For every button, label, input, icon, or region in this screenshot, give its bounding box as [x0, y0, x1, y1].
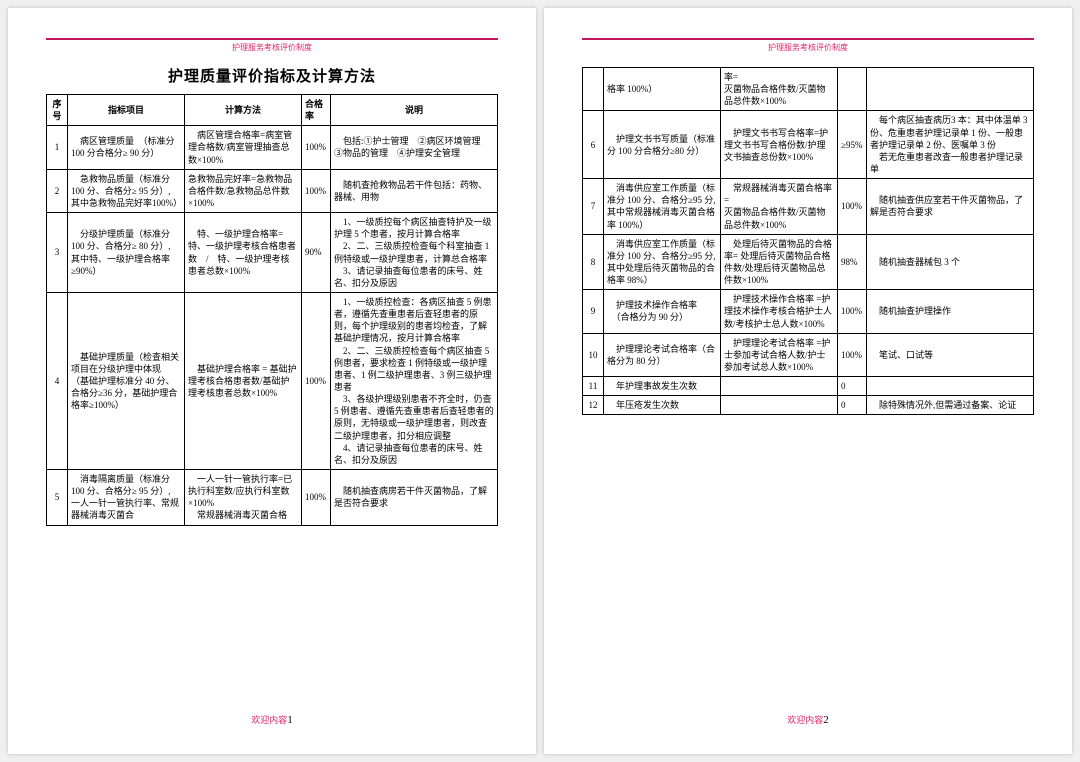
- table-cell: 护理文书书写质量（标准分 100 分合格分≥80 分）: [604, 111, 721, 179]
- table-cell: 病区管理质量 （标准分 100 分合格分≥ 90 分）: [68, 126, 185, 169]
- table-cell: 7: [583, 179, 604, 235]
- table-cell: 12: [583, 396, 604, 415]
- table-cell: 基础护理质量（检查相关项目在分级护理中体现 （基础护理标准分 40 分、合格分≥…: [68, 292, 185, 469]
- table-cell: 包括:①护士管理 ②病区环境管理 ③物品的管理 ④护理安全管理: [331, 126, 498, 169]
- table-cell: 消毒隔离质量（标准分 100 分、合格分≥ 95 分）, 一人一针一管执行率、常…: [68, 469, 185, 525]
- quality-table-p1: 序号 指标项目 计算方法 合格率 说明 1 病区管理质量 （标准分 100 分合…: [46, 94, 498, 526]
- table-cell: 100%: [302, 292, 331, 469]
- table-cell: 100%: [302, 169, 331, 212]
- table-cell: 98%: [838, 234, 867, 290]
- table-cell: 基础护理合格率 = 基础护理考核合格患者数/基础护理考核患者总数×100%: [185, 292, 302, 469]
- table-row: 4 基础护理质量（检查相关项目在分级护理中体现 （基础护理标准分 40 分、合格…: [47, 292, 498, 469]
- table-cell: 5: [47, 469, 68, 525]
- table-row: 3 分级护理质量（标准分 100 分、合格分≥ 80 分）, 其中特、一级护理合…: [47, 213, 498, 293]
- table-cell: [721, 396, 838, 415]
- table-row: 格率 100%）率=灭菌物品合格件数/灭菌物品总件数×100%: [583, 68, 1034, 111]
- table-cell: 年压疮发生次数: [604, 396, 721, 415]
- table-cell: 处理后待灭菌物品的合格率= 处理后待灭菌物品合格件数/处理后待灭菌物品总件数×1…: [721, 234, 838, 290]
- table-cell: 年护理事故发生次数: [604, 377, 721, 396]
- page-2: 护理服务考核评价制度 格率 100%）率=灭菌物品合格件数/灭菌物品总件数×10…: [544, 8, 1072, 754]
- table-cell: 1、一级质控每个病区抽查特护及一级护理 5 个患者，按月计算合格率 2、二、三级…: [331, 213, 498, 293]
- col-desc: 说明: [331, 95, 498, 126]
- table-cell: 11: [583, 377, 604, 396]
- table-cell: 常规器械消毒灭菌合格率=灭菌物品合格件数/灭菌物品总件数×100%: [721, 179, 838, 235]
- table-cell: 随机查抢救物品若干件包括：药物、器械、用物: [331, 169, 498, 212]
- table-cell: 100%: [838, 290, 867, 333]
- col-indicator: 指标项目: [68, 95, 185, 126]
- page-number-2: 2: [823, 714, 829, 726]
- header-rule-2: [582, 38, 1034, 40]
- table-row: 9 护理技术操作合格率 （合格分为 90 分） 护理技术操作合格率 =护理技术操…: [583, 290, 1034, 333]
- page-footer-1: 欢迎内容1: [46, 707, 498, 726]
- table-cell: 一人一针一管执行率=已执行科室数/应执行科室数×100% 常规器械消毒灭菌合格: [185, 469, 302, 525]
- table-row: 10 护理理论考试合格率（合格分为 80 分） 护理理论考试合格率 =护士参加考…: [583, 333, 1034, 376]
- table-cell: 每个病区抽查病历3 本：其中体温单 3 份、危重患者护理记录单 1 份、一般患者…: [867, 111, 1034, 179]
- table-cell: 病区管理合格率=病室管理合格数/病室管理抽查总数×100%: [185, 126, 302, 169]
- table-cell: 0: [838, 396, 867, 415]
- table-cell: 6: [583, 111, 604, 179]
- table-cell: 8: [583, 234, 604, 290]
- table-row: 11 年护理事故发生次数 0: [583, 377, 1034, 396]
- table-cell: 100%: [302, 126, 331, 169]
- table-cell: 护理文书书写合格率=护理文书书写合格份数/护理文书抽查总份数×100%: [721, 111, 838, 179]
- table-header-row: 序号 指标项目 计算方法 合格率 说明: [47, 95, 498, 126]
- table-row: 2 急救物品质量（标准分 100 分、合格分≥ 95 分）, 其中急救物品完好率…: [47, 169, 498, 212]
- table-row: 7 消毒供应室工作质量（标准分 100 分、合格分≥95 分, 其中常规器械消毒…: [583, 179, 1034, 235]
- table-row: 5 消毒隔离质量（标准分 100 分、合格分≥ 95 分）, 一人一针一管执行率…: [47, 469, 498, 525]
- table-cell: ≥95%: [838, 111, 867, 179]
- table-cell: 3: [47, 213, 68, 293]
- table-cell: 1、一级质控检查：各病区抽查 5 例患者，遵循先查重患者后查轻患者的原则，每个护…: [331, 292, 498, 469]
- page-number-1: 1: [287, 714, 293, 726]
- footer-label-2: 欢迎内容: [787, 715, 823, 725]
- table-cell: 随机抽查器械包 3 个: [867, 234, 1034, 290]
- table-row: 1 病区管理质量 （标准分 100 分合格分≥ 90 分） 病区管理合格率=病室…: [47, 126, 498, 169]
- header-rule: [46, 38, 498, 40]
- table-cell: [867, 377, 1034, 396]
- table-cell: 随机抽查病房若干件灭菌物品，了解是否符合要求: [331, 469, 498, 525]
- page-footer-2: 欢迎内容2: [582, 707, 1034, 726]
- table-cell: 特、一级护理合格率=特、一级护理考核合格患者数 / 特、一级护理考核患者总数×1…: [185, 213, 302, 293]
- table-cell: 笔试、口试等: [867, 333, 1034, 376]
- table-cell: 2: [47, 169, 68, 212]
- quality-table-p2: 格率 100%）率=灭菌物品合格件数/灭菌物品总件数×100%6 护理文书书写质…: [582, 67, 1034, 415]
- table-cell: [838, 68, 867, 111]
- table-cell: [583, 68, 604, 111]
- col-rate: 合格率: [302, 95, 331, 126]
- table-cell: 消毒供应室工作质量（标准分 100 分、合格分≥95 分, 其中处理后待灭菌物品…: [604, 234, 721, 290]
- table-cell: 除特殊情况外,但需通过备案、论证: [867, 396, 1034, 415]
- table-cell: 护理理论考试合格率（合格分为 80 分）: [604, 333, 721, 376]
- table-cell: 随机抽查供应室若干件灭菌物品，了解是否符合要求: [867, 179, 1034, 235]
- table-row: 12 年压疮发生次数 0 除特殊情况外,但需通过备案、论证: [583, 396, 1034, 415]
- table-cell: 急救物品完好率=急救物品合格件数/急救物品总件数×100%: [185, 169, 302, 212]
- table-cell: 4: [47, 292, 68, 469]
- table-cell: 护理技术操作合格率 （合格分为 90 分）: [604, 290, 721, 333]
- table-cell: 1: [47, 126, 68, 169]
- table-cell: 100%: [302, 469, 331, 525]
- table-cell: 率=灭菌物品合格件数/灭菌物品总件数×100%: [721, 68, 838, 111]
- header-watermark: 护理服务考核评价制度: [46, 42, 498, 53]
- col-seq: 序号: [47, 95, 68, 126]
- document-title: 护理质量评价指标及计算方法: [46, 65, 498, 86]
- col-calc: 计算方法: [185, 95, 302, 126]
- table-cell: 9: [583, 290, 604, 333]
- footer-label: 欢迎内容: [251, 715, 287, 725]
- header-watermark-2: 护理服务考核评价制度: [582, 42, 1034, 53]
- table-cell: 100%: [838, 179, 867, 235]
- table-cell: [867, 68, 1034, 111]
- table-cell: 急救物品质量（标准分 100 分、合格分≥ 95 分）, 其中急救物品完好率10…: [68, 169, 185, 212]
- table-row: 8 消毒供应室工作质量（标准分 100 分、合格分≥95 分, 其中处理后待灭菌…: [583, 234, 1034, 290]
- table-cell: 100%: [838, 333, 867, 376]
- table-cell: 90%: [302, 213, 331, 293]
- table-cell: 消毒供应室工作质量（标准分 100 分、合格分≥95 分, 其中常规器械消毒灭菌…: [604, 179, 721, 235]
- table-cell: 随机抽查护理操作: [867, 290, 1034, 333]
- table-cell: 分级护理质量（标准分 100 分、合格分≥ 80 分）, 其中特、一级护理合格率…: [68, 213, 185, 293]
- page-1: 护理服务考核评价制度 护理质量评价指标及计算方法 序号 指标项目 计算方法 合格…: [8, 8, 536, 754]
- table-row: 6 护理文书书写质量（标准分 100 分合格分≥80 分） 护理文书书写合格率=…: [583, 111, 1034, 179]
- table-cell: 护理技术操作合格率 =护理技术操作考核合格护士人数/考核护士总人数×100%: [721, 290, 838, 333]
- table-cell: [721, 377, 838, 396]
- table-cell: 护理理论考试合格率 =护士参加考试合格人数/护士参加考试总人数×100%: [721, 333, 838, 376]
- table-cell: 10: [583, 333, 604, 376]
- table-cell: 0: [838, 377, 867, 396]
- table-cell: 格率 100%）: [604, 68, 721, 111]
